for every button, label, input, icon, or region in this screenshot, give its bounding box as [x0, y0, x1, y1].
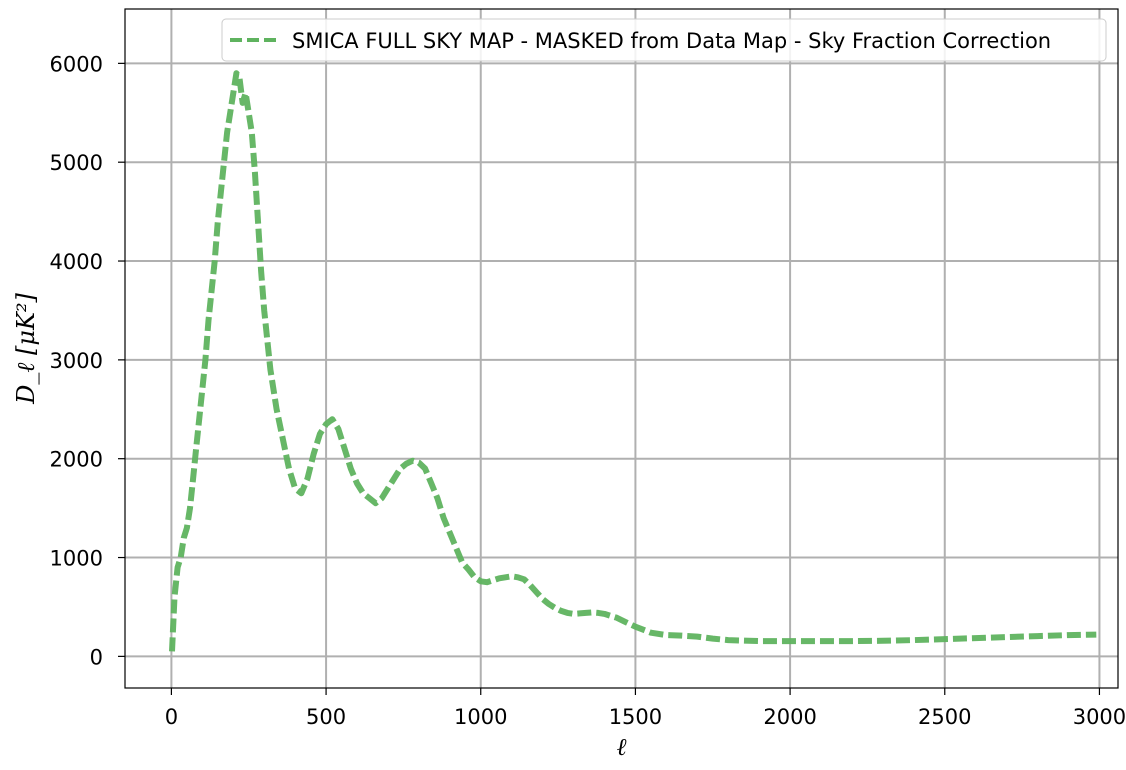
legend-box	[221, 18, 1107, 62]
y-tick-label: 1000	[50, 547, 103, 571]
x-axis-ticks: 0 500 1000 1500 2000 2500 3000	[165, 688, 1126, 729]
y-tick-label: 6000	[50, 52, 103, 76]
legend-label: SMICA FULL SKY MAP - MASKED from Data Ma…	[292, 29, 1051, 53]
x-tick-label: 1500	[609, 705, 662, 729]
y-tick-label: 2000	[50, 448, 103, 472]
plot-frame	[124, 8, 1119, 689]
x-tick-label: 2000	[763, 705, 816, 729]
y-tick-label: 3000	[50, 349, 103, 373]
series-layer	[169, 70, 1097, 652]
y-tick-label: 4000	[50, 250, 103, 274]
x-tick-label: 500	[306, 705, 346, 729]
series-line-0	[169, 70, 1097, 652]
legend: SMICA FULL SKY MAP - MASKED from Data Ma…	[221, 18, 1107, 62]
x-tick-label: 0	[165, 705, 178, 729]
y-tick-label: 5000	[50, 151, 103, 175]
x-tick-label: 1000	[454, 705, 507, 729]
y-axis-label: D_ℓ [μK²]	[12, 292, 40, 404]
y-axis-ticks: 0 1000 2000 3000 4000 5000 6000	[50, 52, 125, 669]
grid-lines	[125, 9, 1118, 688]
x-tick-label: 2500	[918, 705, 971, 729]
x-axis-label: ℓ	[617, 733, 627, 761]
x-tick-label: 3000	[1073, 705, 1126, 729]
y-tick-label: 0	[90, 645, 103, 669]
